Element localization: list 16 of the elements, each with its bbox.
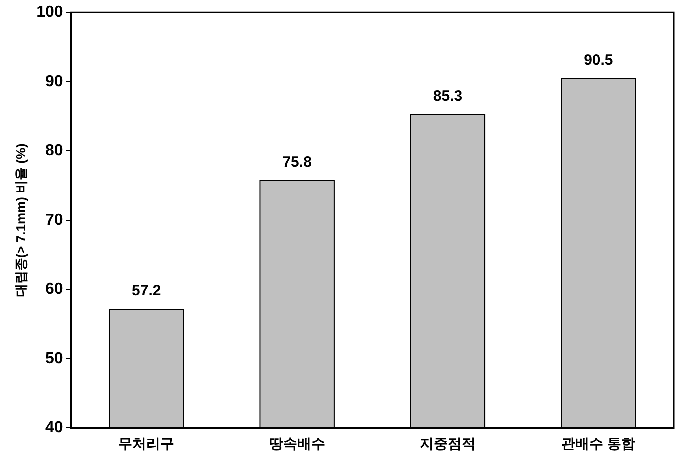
y-tick-label: 90 [46, 73, 64, 90]
data-label: 75.8 [282, 154, 312, 171]
x-tick-label: 지중점적 [420, 435, 476, 452]
y-axis-title: 대립종(> 7.1mm) 비율 (%) [13, 144, 28, 298]
y-tick-label: 70 [46, 212, 64, 229]
x-tick-label: 땅속배수 [269, 435, 326, 452]
y-tick-label: 40 [46, 420, 64, 437]
y-tick-label: 80 [46, 142, 64, 160]
y-tick-label: 100 [36, 4, 64, 22]
x-tick-label: 무처리구 [118, 435, 175, 452]
x-tick-label: 관배수 통합 [562, 435, 636, 452]
data-label: 57.2 [132, 282, 162, 300]
data-label: 85.3 [433, 88, 463, 106]
y-tick-label: 60 [46, 281, 64, 298]
y-tick-label: 50 [46, 350, 64, 368]
data-label: 90.5 [584, 52, 614, 70]
